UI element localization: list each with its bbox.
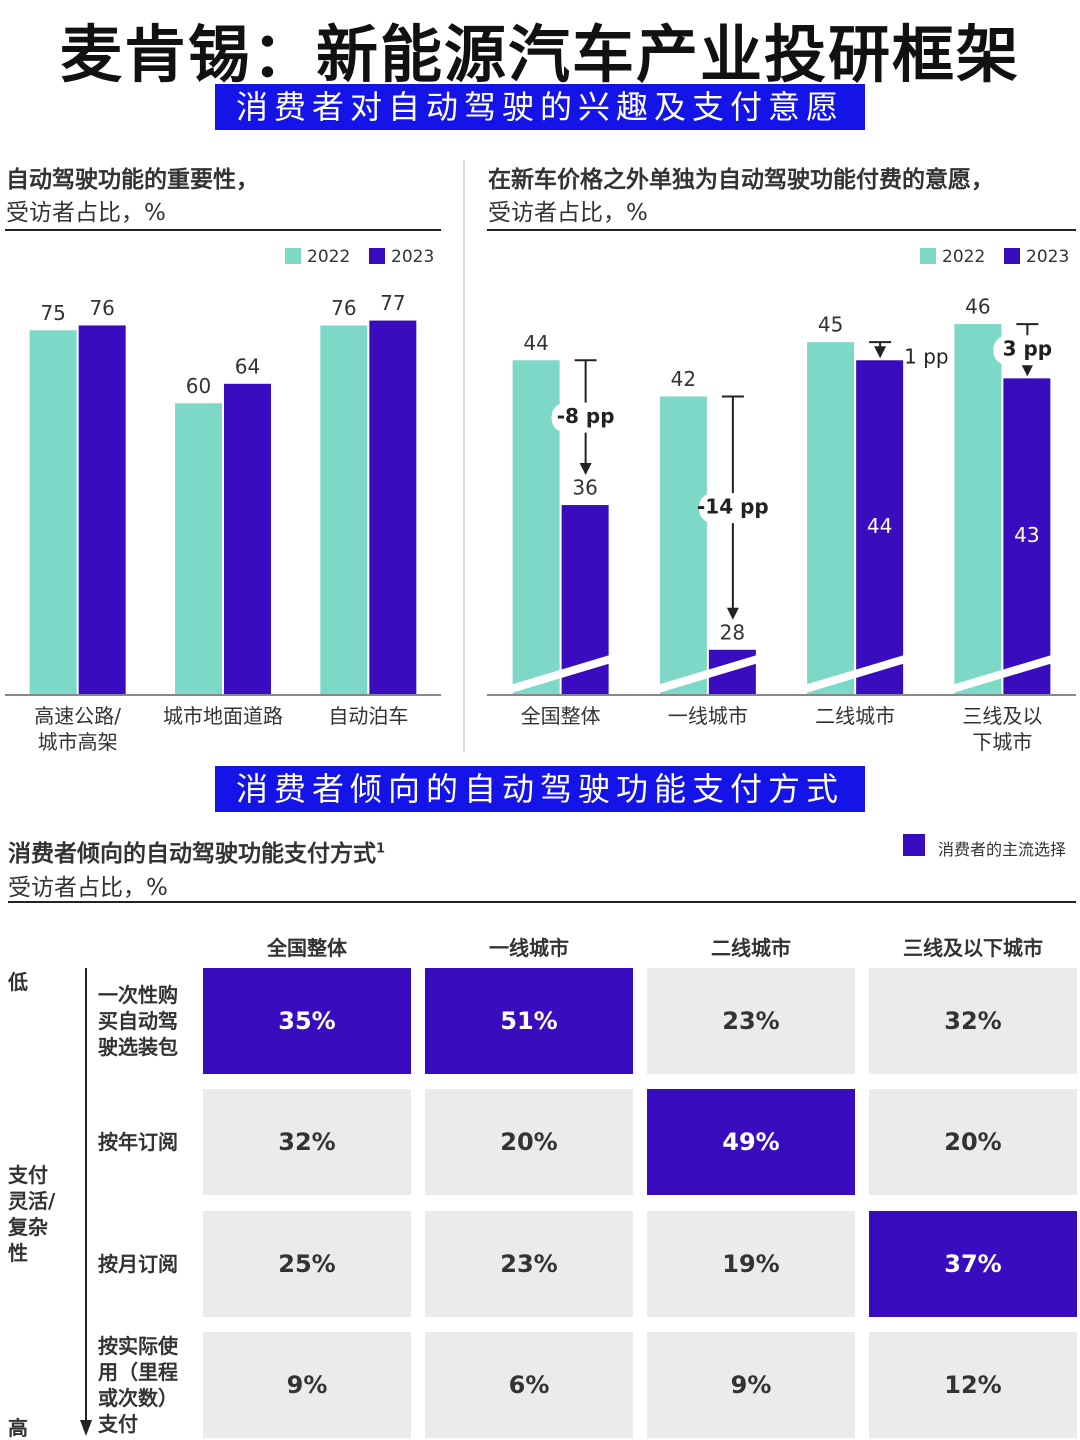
- legend-swatch: [920, 248, 936, 264]
- annotation: -14 pp: [697, 495, 769, 519]
- chart-subtitle: 受访者占比，%: [488, 200, 648, 226]
- table-cell: 12%: [869, 1331, 1077, 1438]
- legend-swatch: [903, 834, 925, 856]
- annotation-bg: [993, 335, 1062, 366]
- section-banner: 消费者对自动驾驶的兴趣及支付意愿: [215, 84, 865, 130]
- table-cell: 32%: [203, 1089, 411, 1196]
- table-cell: 20%: [425, 1089, 633, 1196]
- column-header: 一线城市: [489, 936, 569, 960]
- table-cell: 23%: [425, 1210, 633, 1317]
- axis-break: [951, 655, 1054, 693]
- legend-swatch: [285, 248, 301, 264]
- row-label: 按月订阅: [98, 1251, 178, 1276]
- table-cell: 25%: [203, 1210, 411, 1317]
- axis-break: [509, 655, 612, 693]
- x-tick-label: 二线城市: [815, 704, 896, 728]
- table-cell: 49%: [647, 1089, 855, 1196]
- chart-subtitle: 受访者占比，%: [6, 200, 166, 226]
- x-tick-label: 自动泊车: [328, 704, 409, 728]
- annotation: 1 pp: [904, 345, 948, 369]
- x-tick-label: 全国整体: [520, 704, 601, 728]
- value-label: 44: [523, 331, 548, 355]
- footnote-mark: 1: [376, 841, 386, 857]
- legend-swatch: [369, 248, 385, 264]
- main-title: 麦肯锡：新能源汽车产业投研框架: [59, 18, 1020, 91]
- bar: [369, 320, 417, 695]
- bar: [807, 342, 855, 695]
- arrow-head: [874, 346, 887, 359]
- arrow-head: [579, 463, 592, 476]
- x-tick-label: 高速公路/城市高架: [34, 704, 122, 754]
- legend-label: 2023: [391, 247, 434, 267]
- row-label: 按年订阅: [98, 1130, 178, 1155]
- arrow-head: [726, 607, 739, 620]
- axis-label: 支付灵活/复杂性: [8, 1163, 56, 1265]
- x-tick-label: 三线及以下城市: [962, 704, 1043, 754]
- bar: [856, 360, 904, 695]
- table-cell: 20%: [869, 1089, 1077, 1196]
- chart-title: 在新车价格之外单独为自动驾驶功能付费的意愿，: [488, 167, 994, 193]
- table-cell: 35%: [203, 968, 411, 1074]
- x-tick-label: 一线城市: [667, 704, 748, 728]
- bar: [659, 396, 707, 695]
- axis-label: 低: [8, 970, 28, 994]
- bar: [1003, 378, 1051, 695]
- value-label: 60: [186, 374, 211, 398]
- value-label: 76: [331, 296, 356, 320]
- bar: [954, 324, 1002, 695]
- table-subtitle: 受访者占比，%: [8, 875, 168, 901]
- table-cell: 19%: [647, 1210, 855, 1317]
- value-label: 42: [671, 367, 696, 391]
- row-label: 一次性购买自动驾驶选装包: [98, 983, 178, 1059]
- value-label: 77: [380, 291, 405, 315]
- annotation-bg: [698, 493, 767, 524]
- value-label: 46: [965, 295, 990, 319]
- table-cell: 6%: [425, 1331, 633, 1438]
- annotation: -8 pp: [557, 404, 615, 428]
- x-tick-label: 城市地面道路: [163, 704, 283, 728]
- value-label: 64: [235, 354, 260, 378]
- column-header: 全国整体: [267, 936, 347, 960]
- section-banner: 消费者倾向的自动驾驶功能支付方式: [215, 766, 865, 812]
- bar: [224, 383, 271, 695]
- axis-label: 高: [8, 1416, 28, 1440]
- bar: [78, 325, 126, 695]
- table-cell: 23%: [647, 968, 855, 1074]
- arrow-head: [1021, 364, 1034, 377]
- table-cell: 51%: [425, 968, 633, 1074]
- bar: [175, 403, 222, 695]
- legend-label: 消费者的主流选择: [938, 840, 1067, 859]
- table-cell: 37%: [869, 1210, 1077, 1317]
- bar: [512, 360, 560, 695]
- legend-label: 2022: [307, 247, 350, 267]
- value-label: 75: [40, 301, 65, 325]
- column-header: 三线及以下城市: [903, 936, 1043, 960]
- value-label: 76: [89, 296, 114, 320]
- legend-label: 2022: [942, 247, 985, 267]
- value-label: 45: [818, 313, 843, 337]
- table-title: 消费者倾向的自动驾驶功能支付方式: [8, 841, 376, 867]
- axis-break: [656, 655, 760, 693]
- table-cell: 9%: [203, 1331, 411, 1438]
- value-label: 36: [572, 476, 597, 500]
- bar: [320, 325, 368, 695]
- legend-swatch: [1004, 248, 1020, 264]
- arrow-head: [80, 1420, 92, 1436]
- annotation: 3 pp: [1003, 337, 1053, 361]
- annotation-bg: [551, 402, 620, 433]
- table-cell: 9%: [647, 1331, 855, 1438]
- value-label: 43: [1014, 523, 1039, 547]
- axis-break: [803, 655, 907, 693]
- value-label: 44: [867, 514, 892, 538]
- chart-title: 自动驾驶功能的重要性，: [6, 167, 259, 193]
- legend-label: 2023: [1026, 247, 1069, 267]
- bar: [29, 330, 77, 695]
- value-label: 28: [720, 620, 745, 644]
- row-label: 按实际使用（里程或次数）支付: [98, 1333, 178, 1436]
- table-title-wrap: 消费者倾向的自动驾驶功能支付方式1: [8, 834, 385, 868]
- table-cell: 32%: [869, 968, 1077, 1074]
- column-header: 二线城市: [711, 936, 791, 960]
